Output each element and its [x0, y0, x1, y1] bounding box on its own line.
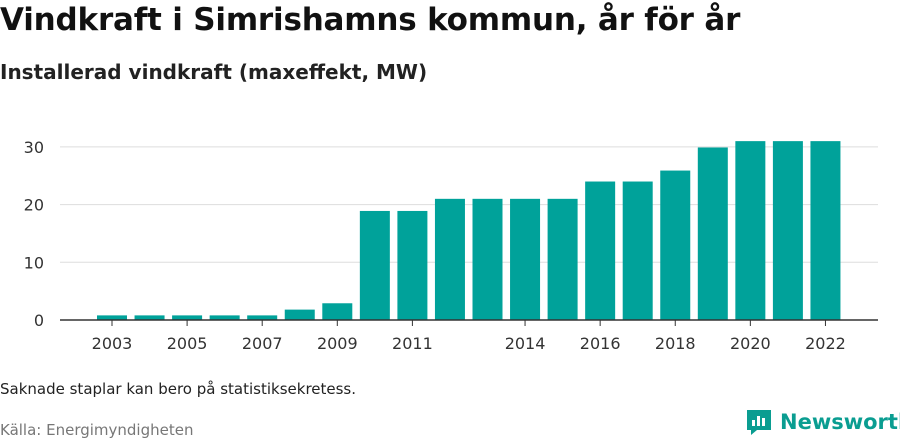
source-credit: Källa: Energimyndigheten	[0, 421, 194, 439]
y-tick-label: 20	[24, 196, 44, 215]
brand-logo[interactable]: Newsworthy	[744, 406, 900, 438]
bar-2018	[660, 170, 691, 320]
bars	[97, 141, 841, 320]
bar-chart: 0 10 20 30 2003 2005 2007 2009 2011 2014 2016 2018 2…	[24, 138, 878, 353]
x-tick-label: 2005	[167, 334, 208, 353]
bar-2017	[622, 181, 653, 320]
bar-2012	[434, 198, 465, 320]
bar-2011	[397, 210, 428, 320]
axes: 0 10 20 30 2003 2005 2007 2009 2011 2014 2016 2018 2…	[24, 138, 878, 353]
bar-2021	[772, 141, 803, 320]
bar-2009	[322, 303, 353, 320]
bar-2008	[284, 309, 315, 320]
bar-2005	[172, 315, 203, 320]
bar-2016	[585, 181, 616, 320]
x-tick-label: 2016	[580, 334, 621, 353]
x-tick-label: 2018	[655, 334, 696, 353]
x-tick-label: 2003	[92, 334, 133, 353]
x-tick-label: 2007	[242, 334, 283, 353]
bar-2003	[97, 315, 127, 320]
bar-2019	[697, 147, 728, 320]
bar-2007	[247, 315, 278, 320]
x-tick-label: 2014	[505, 334, 546, 353]
bar-2014	[510, 198, 541, 320]
newsworthy-logo-icon	[747, 410, 771, 435]
footnote: Saknade staplar kan bero på statistiksek…	[0, 380, 357, 398]
bar-2015	[547, 198, 578, 320]
brand-name: Newsworthy	[780, 410, 900, 434]
bar-2004	[134, 315, 165, 320]
bar-2006	[209, 315, 240, 320]
y-tick-label: 10	[24, 253, 44, 272]
y-tick-label: 0	[34, 311, 44, 330]
bar-2010	[359, 210, 390, 320]
chart-title: Vindkraft i Simrishamns kommun, år för å…	[0, 2, 741, 38]
x-tick-label: 2022	[805, 334, 846, 353]
chart-subtitle: Installerad vindkraft (maxeffekt, MW)	[0, 60, 428, 84]
bar-2013	[472, 198, 503, 320]
bar-2020	[735, 141, 766, 320]
x-tick-label: 2011	[392, 334, 433, 353]
bar-2022	[810, 141, 841, 320]
x-tick-label: 2009	[317, 334, 358, 353]
y-tick-label: 30	[24, 138, 44, 157]
x-tick-label: 2020	[730, 334, 771, 353]
